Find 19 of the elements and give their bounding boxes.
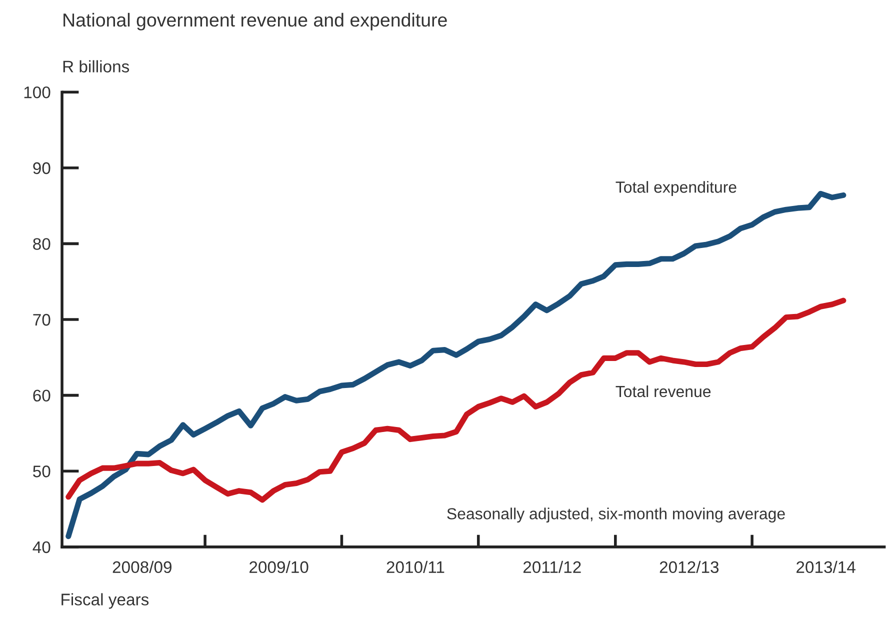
x-tick-label: 2012/13	[660, 560, 719, 574]
x-tick-label: 2008/09	[112, 560, 172, 574]
chart-title: National government revenue and expenditure	[64, 12, 447, 30]
annotation: Seasonally adjusted, six-month moving average	[447, 508, 785, 523]
y-tick-label: 80	[33, 238, 50, 250]
y-axis-title: R billions	[63, 60, 130, 72]
y-tick-label: 50	[33, 466, 50, 478]
y-tick-label: 100	[24, 86, 50, 98]
y-tick-label: 60	[33, 390, 50, 402]
y-tick-label: 70	[33, 314, 50, 326]
x-tick-label: 2011/12	[523, 560, 581, 574]
x-tick-label: 2013/14	[796, 560, 856, 574]
x-tick-label: 2009/10	[250, 560, 308, 574]
series-label: Total revenue	[616, 385, 711, 398]
y-tick-label: 90	[33, 162, 50, 174]
x-tick-label: 2010/11	[386, 560, 444, 574]
x-axis-title: Fiscal years	[62, 593, 149, 609]
y-tick-label: 40	[32, 541, 50, 554]
text: Total expenditure	[616, 181, 736, 196]
